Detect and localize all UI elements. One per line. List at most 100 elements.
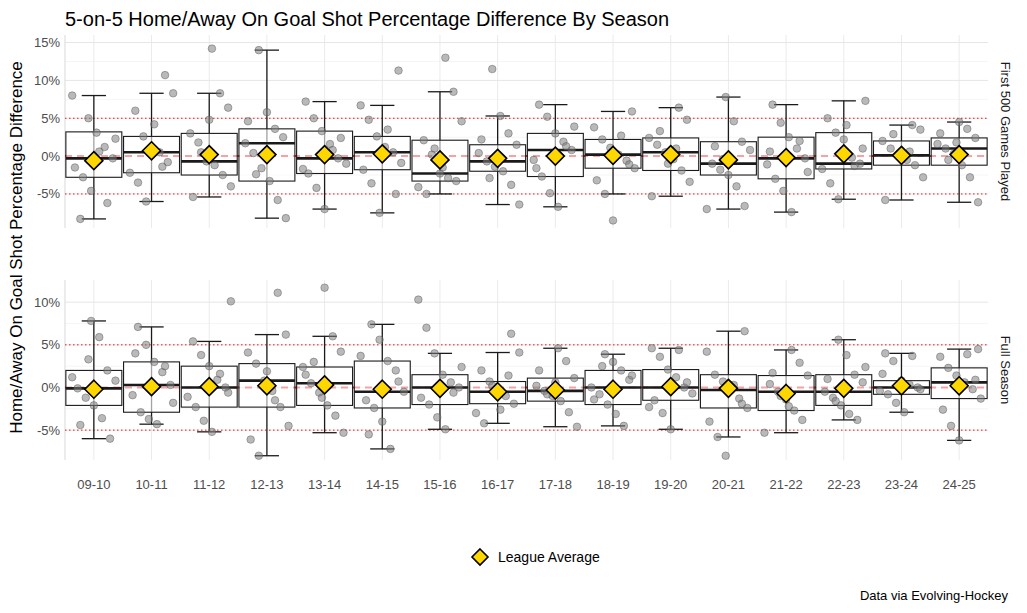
- team-point: [159, 163, 167, 171]
- team-point: [908, 121, 916, 129]
- x-grid-line: [843, 280, 844, 460]
- team-point: [604, 401, 612, 409]
- team-point: [400, 388, 408, 396]
- team-point: [140, 133, 148, 141]
- league-average: [719, 151, 737, 169]
- team-point: [211, 161, 219, 169]
- team-point: [129, 391, 137, 399]
- y-axis-label: Home/Away On Goal Shot Percentage Differ…: [7, 61, 26, 434]
- team-point: [788, 208, 796, 216]
- team-point: [95, 333, 103, 341]
- team-point: [793, 145, 801, 153]
- league-average: [662, 378, 680, 396]
- team-point: [357, 352, 365, 360]
- team-point: [505, 130, 513, 138]
- x-tick-label: 15-16: [423, 477, 456, 492]
- y-grid-line: [65, 193, 988, 194]
- team-point: [722, 93, 730, 101]
- box: [816, 133, 872, 169]
- legend-label: League Average: [498, 549, 600, 565]
- minor-grid-line: [65, 323, 988, 324]
- team-point: [919, 173, 927, 181]
- team-point: [738, 138, 746, 146]
- team-point: [109, 155, 117, 163]
- team-point: [543, 113, 551, 121]
- team-point: [780, 187, 788, 195]
- league-average: [316, 146, 334, 164]
- team-point: [617, 132, 625, 140]
- box: [758, 137, 814, 179]
- team-point: [843, 121, 851, 129]
- team-point: [799, 416, 807, 424]
- team-point: [126, 169, 134, 177]
- team-point: [153, 420, 161, 428]
- team-point: [384, 357, 392, 365]
- facet-label: Full Season: [998, 336, 1013, 405]
- team-point: [804, 168, 812, 176]
- team-point: [452, 177, 460, 185]
- y-grid-line: [65, 344, 988, 345]
- league-average: [258, 377, 276, 395]
- box: [239, 364, 295, 408]
- team-point: [189, 193, 197, 201]
- box: [931, 138, 987, 165]
- team-point: [142, 341, 150, 349]
- team-point: [387, 445, 395, 453]
- team-point: [565, 408, 573, 416]
- team-point: [450, 88, 458, 96]
- team-point: [859, 379, 867, 387]
- team-point: [423, 324, 431, 332]
- legend-symbol: [472, 549, 488, 565]
- box: [181, 133, 237, 175]
- team-point: [167, 381, 175, 389]
- team-point: [683, 116, 691, 124]
- team-point: [667, 425, 675, 433]
- league-average: [200, 146, 218, 164]
- team-point: [945, 364, 953, 372]
- team-point: [766, 380, 774, 388]
- team-point: [313, 184, 321, 192]
- team-point: [821, 388, 829, 396]
- team-point: [648, 344, 656, 352]
- team-point: [535, 367, 543, 375]
- team-point: [593, 177, 601, 185]
- team-point: [955, 118, 963, 126]
- whisker-cap: [486, 352, 510, 353]
- team-point: [862, 97, 870, 105]
- team-point: [785, 133, 793, 141]
- team-point: [444, 174, 452, 182]
- x-grid-line: [728, 35, 729, 228]
- team-point: [169, 89, 177, 97]
- x-grid-line: [497, 35, 498, 228]
- team-point: [955, 437, 963, 445]
- team-point: [161, 71, 169, 79]
- team-point: [609, 217, 617, 225]
- team-point: [552, 130, 560, 138]
- box: [643, 370, 699, 401]
- reference-line: [65, 118, 988, 119]
- x-grid-line: [151, 35, 152, 228]
- team-point: [415, 183, 423, 191]
- x-tick-label: 24-25: [943, 477, 976, 492]
- team-point: [664, 366, 672, 374]
- x-grid-line: [209, 35, 210, 228]
- team-point: [378, 418, 386, 426]
- reference-line: [65, 430, 988, 431]
- x-tick-label: 12-13: [250, 477, 283, 492]
- team-point: [977, 395, 985, 403]
- team-point: [499, 167, 507, 175]
- whisker-cap: [255, 334, 279, 335]
- league-average: [777, 149, 795, 167]
- team-point: [450, 389, 458, 397]
- league-average: [258, 146, 276, 164]
- y-tick-label: 5%: [41, 111, 60, 126]
- league-average: [489, 383, 507, 401]
- team-point: [859, 145, 867, 153]
- x-tick-label: 11-12: [193, 477, 225, 492]
- team-point: [318, 127, 326, 135]
- box: [66, 132, 122, 177]
- caption: Data via Evolving-Hockey: [860, 588, 1009, 603]
- reference-line: [65, 193, 988, 194]
- team-point: [963, 125, 971, 133]
- team-point: [376, 209, 384, 217]
